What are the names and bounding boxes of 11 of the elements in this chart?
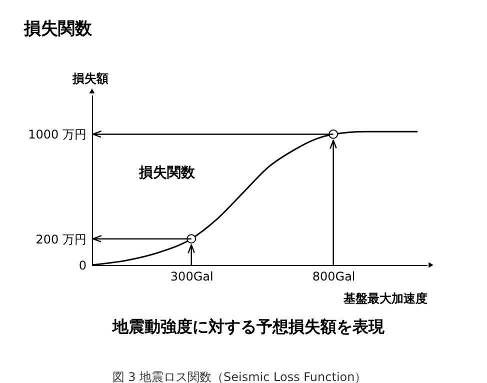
y-tick-label: 0 xyxy=(78,258,86,272)
x-tick-label: 800Gal xyxy=(312,270,356,284)
text: 損失関数 xyxy=(138,165,196,182)
x-tick-label: 300Gal xyxy=(170,270,214,284)
chart-title: 損失関数 xyxy=(23,19,93,39)
x-axis-title: 基盤最大加速度 xyxy=(342,292,428,306)
caption: 図 3 地震ロス関数（Seismic Loss Function） xyxy=(112,370,367,383)
y-tick-label: 1000 万円 xyxy=(28,128,86,142)
text: 地震動強度に対する予想損失額を表現 xyxy=(111,317,386,336)
y-axis-title: 損失額 xyxy=(72,72,108,86)
y-tick-label: 200 万円 xyxy=(36,232,86,246)
